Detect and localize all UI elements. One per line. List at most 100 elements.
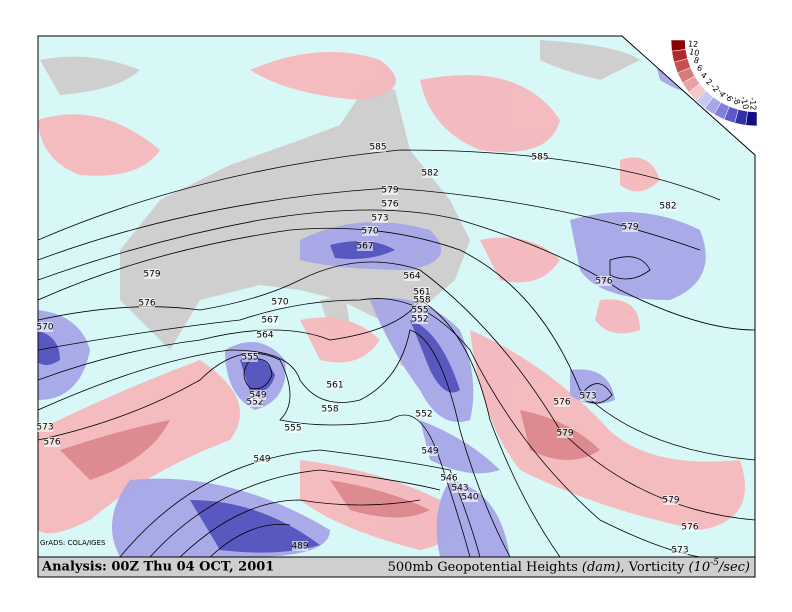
contour-label-bg bbox=[37, 422, 53, 432]
contour-label: 573 bbox=[36, 423, 53, 433]
contour-label-bg bbox=[554, 397, 570, 407]
legend-label: 2 bbox=[704, 77, 714, 87]
legend-label: -6 bbox=[723, 92, 735, 103]
footer-part: /sec) bbox=[717, 560, 750, 575]
contour-label: 576 bbox=[43, 438, 60, 448]
contour-label: 489 bbox=[291, 542, 308, 552]
contour-label-bg bbox=[285, 423, 301, 433]
contour-label: 546 bbox=[440, 474, 457, 484]
contour-label-bg bbox=[262, 315, 278, 325]
footer-part: (10 bbox=[688, 560, 710, 575]
contour-label: 558 bbox=[413, 296, 430, 306]
contour-label-bg bbox=[44, 437, 60, 447]
contour-label: 570 bbox=[36, 323, 53, 333]
contour-label-bg bbox=[452, 483, 468, 493]
contour-label: 573 bbox=[579, 392, 596, 402]
contour-label: 570 bbox=[271, 298, 288, 308]
contour-label-bg bbox=[362, 226, 378, 236]
contour-label-bg bbox=[272, 297, 288, 307]
contour-label: 576 bbox=[553, 398, 570, 408]
contour-label-bg bbox=[672, 545, 688, 555]
contour-label-bg bbox=[292, 541, 308, 551]
contour-label: 585 bbox=[531, 153, 548, 163]
contour-label: 576 bbox=[595, 277, 612, 287]
contour-label: 540 bbox=[461, 493, 478, 503]
contour-label-bg bbox=[441, 473, 457, 483]
contour-label: 555 bbox=[241, 353, 258, 363]
contour-label-bg bbox=[257, 330, 273, 340]
contour-label: 573 bbox=[371, 214, 388, 224]
contour-label-bg bbox=[372, 213, 388, 223]
legend-label: 8 bbox=[693, 56, 701, 66]
contour-label-bg bbox=[412, 305, 428, 315]
contour-label-bg bbox=[557, 428, 573, 438]
contour-label-bg bbox=[37, 322, 53, 332]
contour-label: 549 bbox=[249, 391, 266, 401]
contour-label-bg bbox=[414, 295, 430, 305]
legend-label: 4 bbox=[699, 70, 708, 80]
map-frame bbox=[37, 35, 756, 558]
contour-label-bg bbox=[416, 409, 432, 419]
contour-label-bg bbox=[144, 269, 160, 279]
contour-label-bg bbox=[357, 241, 373, 251]
legend-label: -4 bbox=[715, 87, 727, 99]
contour-labels: 585 585 582 582 579 579 579 579 579 576 576 576 576 5… bbox=[36, 142, 699, 556]
contour-label: 552 bbox=[415, 410, 432, 420]
contour-label: 573 bbox=[671, 546, 688, 556]
contour-label-bg bbox=[682, 522, 698, 532]
contour-label: 570 bbox=[361, 227, 378, 237]
contour-label-bg bbox=[250, 390, 266, 400]
contour-label-bg bbox=[580, 391, 596, 401]
contour-label: 558 bbox=[321, 405, 338, 415]
contour-label: 561 bbox=[326, 381, 343, 391]
legend-label: 10 bbox=[688, 47, 700, 58]
contour-label: 552 bbox=[411, 315, 428, 325]
contour-label: 564 bbox=[256, 331, 273, 341]
legend-label: -8 bbox=[731, 95, 742, 105]
contour-label-bg bbox=[462, 492, 478, 502]
contour-label-bg bbox=[322, 404, 338, 414]
land bbox=[40, 56, 140, 95]
contour-label: 552 bbox=[246, 398, 263, 408]
contour-label: 555 bbox=[284, 424, 301, 434]
contour-label-bg bbox=[404, 271, 420, 281]
contour-label: 567 bbox=[356, 242, 373, 252]
legend-label: -2 bbox=[709, 82, 721, 94]
contour-label-bg bbox=[532, 152, 548, 162]
contour-label-bg bbox=[622, 222, 638, 232]
credit: GrADS: COLA/IGES bbox=[40, 539, 106, 547]
contour-label: 579 bbox=[556, 429, 573, 439]
contour-label-bg bbox=[414, 287, 430, 297]
footer-part: , Vorticity bbox=[620, 560, 688, 575]
legend-label: -10 bbox=[739, 96, 750, 111]
legend-label: -12 bbox=[748, 97, 758, 111]
contour-label-bg bbox=[412, 314, 428, 324]
legend-label: 12 bbox=[688, 39, 699, 49]
land bbox=[540, 40, 640, 80]
contour-label: 567 bbox=[261, 316, 278, 326]
legend-swatch bbox=[745, 111, 758, 127]
contour-label: 561 bbox=[413, 288, 430, 298]
contour-label: 585 bbox=[369, 143, 386, 153]
contour-label-bg bbox=[254, 454, 270, 464]
footer-left: Analysis: 00Z Thu 04 OCT, 2001 bbox=[41, 560, 274, 575]
footer-part: 500mb Geopotential Heights bbox=[388, 560, 582, 575]
footer-part: (dam) bbox=[582, 560, 621, 575]
footer-right: 500mb Geopotential Heights (dam), Vortic… bbox=[388, 558, 750, 575]
contour-label-bg bbox=[422, 446, 438, 456]
contour-label: 579 bbox=[621, 223, 638, 233]
contour-label: 555 bbox=[411, 306, 428, 316]
footer-part: -5 bbox=[710, 558, 719, 568]
contour-label: 543 bbox=[451, 484, 468, 494]
contour-label: 582 bbox=[659, 202, 676, 212]
contour-label-bg bbox=[327, 380, 343, 390]
footer-bar bbox=[37, 556, 756, 578]
contour-label: 576 bbox=[381, 200, 398, 210]
contour-label-bg bbox=[242, 352, 258, 362]
map-area bbox=[38, 36, 755, 557]
contour-label-bg bbox=[247, 397, 263, 407]
contour-label-bg bbox=[422, 168, 438, 178]
contour-label-bg bbox=[382, 185, 398, 195]
contour-label: 579 bbox=[662, 496, 679, 506]
